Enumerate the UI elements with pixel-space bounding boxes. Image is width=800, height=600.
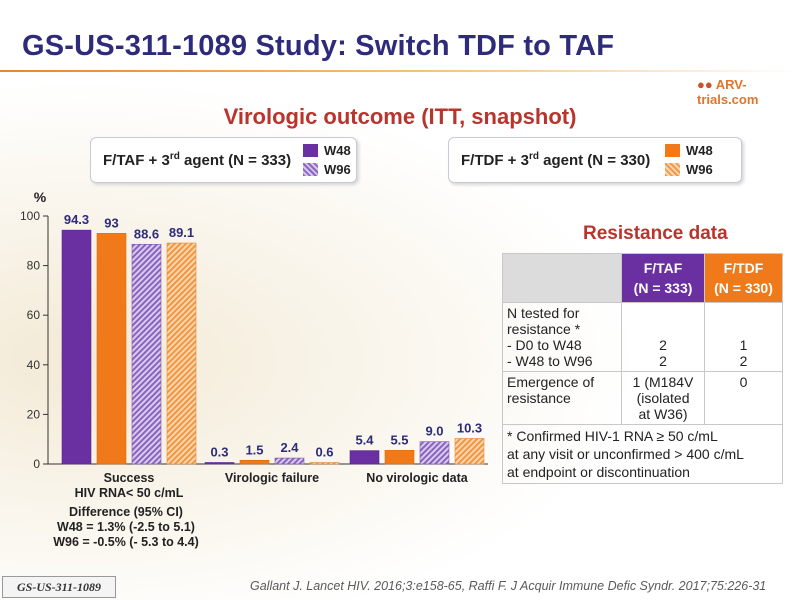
legend-taf-w48-label: W48 (324, 143, 351, 158)
bar (166, 242, 197, 465)
bar (96, 233, 127, 465)
bar (239, 459, 270, 465)
resistance-footnote: * Confirmed HIV-1 RNA ≥ 50 c/mL at any vi… (502, 424, 783, 484)
data-label: 5.5 (390, 432, 408, 447)
resistance-header-blank (501, 253, 623, 303)
resistance-header-row: F/TAF (N = 333) F/TDF (N = 330) (501, 253, 784, 303)
bar (349, 450, 380, 465)
logo-icon: ●● (697, 77, 713, 92)
data-label: 0.3 (210, 445, 228, 460)
resistance-table: F/TAF (N = 333) F/TDF (N = 330) N tested f… (501, 253, 784, 484)
legend-tdf-w48-label: W48 (686, 143, 713, 158)
difference-title: Difference (95% CI) (69, 505, 183, 519)
data-label: 0.6 (315, 445, 333, 460)
data-label: 2.4 (280, 440, 299, 455)
title-divider (0, 70, 800, 72)
difference-ci: Difference (95% CI) W48 = 1.3% (-2.5 to … (28, 505, 224, 550)
resistance-row-emergence: Emergence of resistance 1 (M184V (isolate… (501, 371, 784, 425)
legend-tdf-w48-swatch (665, 144, 680, 157)
page-title: GS-US-311-1089 Study: Switch TDF to TAF (22, 30, 615, 62)
legend-tdf: F/TDF + 3rd agent (N = 330) W48 W96 (448, 137, 742, 183)
data-label: 9.0 (425, 424, 443, 439)
chart-subtitle: Virologic outcome (ITT, snapshot) (223, 104, 577, 129)
bar (419, 441, 450, 465)
arv-trials-logo: ●● ARV-trials.com (697, 77, 800, 107)
legend-taf-label: F/TAF + 3rd agent (N = 333) (103, 151, 292, 169)
y-tick-label: 80 (27, 259, 41, 273)
bar (454, 438, 485, 465)
data-label: 94.3 (64, 212, 89, 227)
resistance-footnote-row: * Confirmed HIV-1 RNA ≥ 50 c/mL at any vi… (502, 424, 783, 484)
resistance-row-emergence-taf: 1 (M184V (isolated at W36) (621, 371, 705, 425)
bar (384, 450, 415, 465)
logo-text: ARV-trials.com (697, 77, 759, 107)
resistance-row-tested-label: N tested for resistance * - D0 to W48- W4… (501, 302, 623, 372)
legend-taf: F/TAF + 3rd agent (N = 333) W48 W96 (90, 137, 357, 183)
bar (204, 462, 235, 465)
reference-citation: Gallant J. Lancet HIV. 2016;3:e158-65, R… (250, 579, 767, 593)
bar (309, 462, 340, 465)
data-label: 89.1 (169, 225, 194, 240)
difference-w48: W48 = 1.3% (-2.5 to 5.1) (57, 520, 195, 534)
resistance-header-tdf: F/TDF (N = 330) (703, 253, 784, 303)
y-tick-label: 100 (20, 209, 40, 223)
legend-tdf-label: F/TDF + 3rd agent (N = 330) (461, 151, 651, 169)
legend-taf-w48-swatch (303, 144, 318, 157)
legend-tdf-w96-swatch (665, 163, 680, 176)
virologic-outcome-bar-chart: 0 20 40 60 80 100% 94.3 93 88.6 89.1 0.3 1.5 2.4 0.6… (20, 189, 488, 500)
resistance-row-emergence-tdf: 0 (703, 371, 784, 425)
bar (131, 243, 162, 465)
resistance-row-emergence-label: Emergence of resistance (501, 371, 623, 425)
category-label: Success (104, 471, 155, 485)
bar (274, 457, 305, 465)
resistance-title: Resistance data (583, 223, 728, 244)
y-tick-label: 0 (33, 457, 40, 471)
category-label: No virologic data (366, 471, 468, 485)
data-label: 1.5 (245, 442, 263, 457)
data-label: 10.3 (457, 420, 482, 435)
study-tag: GS-US-311-1089 (2, 576, 116, 598)
legend-taf-w96-swatch (303, 163, 318, 176)
y-tick-label: 60 (27, 308, 41, 322)
legend-tdf-w96-label: W96 (686, 162, 713, 177)
data-label: 93 (104, 215, 118, 230)
category-label: HIV RNA< 50 c/mL (75, 486, 184, 500)
difference-w96: W96 = -0.5% (- 5.3 to 4.4) (53, 535, 199, 549)
legend-taf-w96-label: W96 (324, 162, 351, 177)
y-axis-label: % (34, 189, 47, 205)
y-tick-label: 40 (27, 358, 41, 372)
resistance-row-tested: N tested for resistance * - D0 to W48- W4… (501, 302, 784, 372)
data-label: 88.6 (134, 226, 159, 241)
bar (61, 229, 92, 465)
category-label: Virologic failure (225, 471, 319, 485)
data-label: 5.4 (355, 433, 374, 448)
y-tick-label: 20 (27, 407, 41, 421)
resistance-header-taf: F/TAF (N = 333) (621, 253, 705, 303)
